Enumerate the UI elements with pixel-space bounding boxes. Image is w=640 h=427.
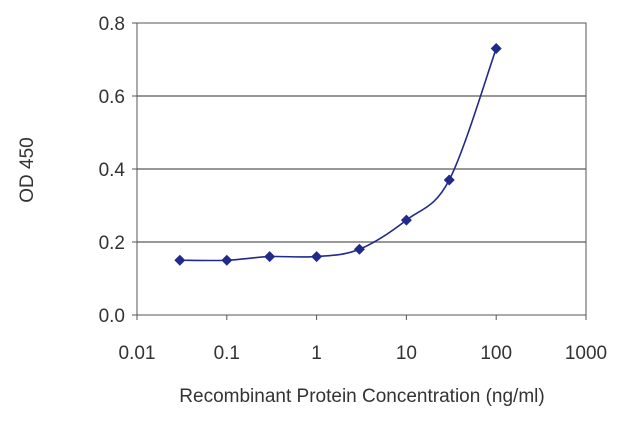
y-tick-label: 0.2 xyxy=(99,233,125,254)
x-tick-label: 0.01 xyxy=(119,343,156,364)
data-point xyxy=(490,43,502,55)
data-point xyxy=(353,243,365,255)
series-curve xyxy=(179,48,497,262)
y-tick-label: 0.8 xyxy=(99,14,125,35)
series-markers xyxy=(174,43,502,266)
y-tick-label: 0.6 xyxy=(99,87,125,108)
data-point xyxy=(311,251,323,263)
x-tick-label: 1000 xyxy=(565,343,607,364)
x-axis-ticks: 0.01 0.1 1 10 100 1000 xyxy=(119,315,607,364)
x-tick-label: 100 xyxy=(480,343,512,364)
gridlines xyxy=(137,95,586,243)
data-point xyxy=(400,214,412,226)
y-tick-label: 0.0 xyxy=(99,306,125,327)
y-axis-title: OD 450 xyxy=(17,137,38,202)
y-axis-ticks: 0.0 0.2 0.4 0.6 0.8 xyxy=(99,14,137,327)
data-point xyxy=(174,254,186,266)
data-point xyxy=(443,174,455,186)
data-point xyxy=(221,254,233,266)
y-tick-label: 0.4 xyxy=(99,160,126,181)
x-axis-title: Recombinant Protein Concentration (ng/ml… xyxy=(179,386,544,407)
data-point xyxy=(264,251,276,263)
x-tick-label: 10 xyxy=(396,343,417,364)
x-tick-label: 0.1 xyxy=(214,343,240,364)
x-tick-label: 1 xyxy=(311,343,322,364)
